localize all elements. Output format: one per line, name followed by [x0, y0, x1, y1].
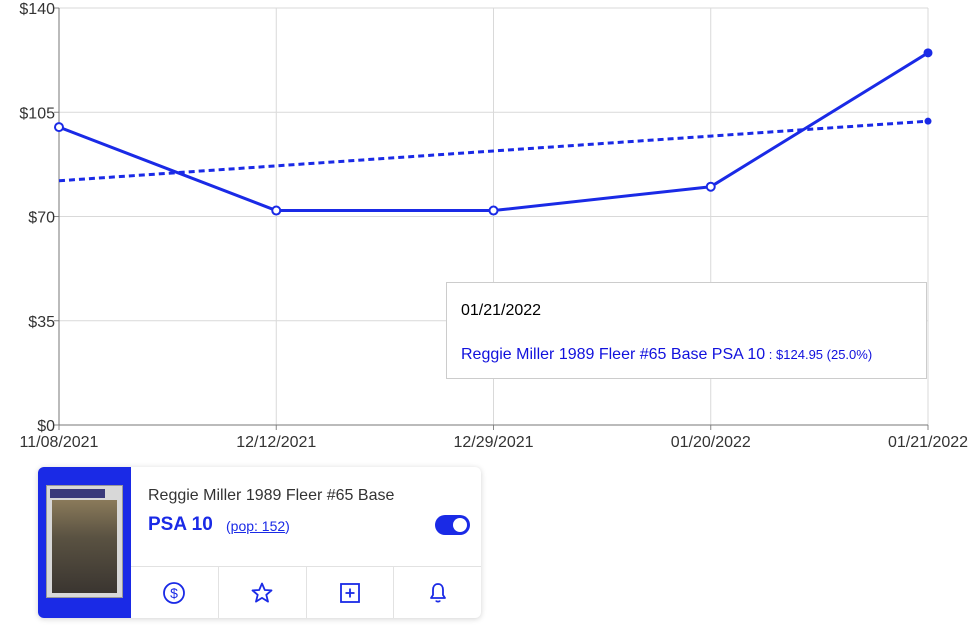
toggle-knob	[453, 518, 467, 532]
x-tick-label: 12/12/2021	[236, 434, 316, 451]
card-image	[46, 485, 123, 598]
x-tick-label: 01/20/2022	[671, 434, 751, 451]
bell-icon	[429, 583, 446, 603]
card-actions: $	[131, 566, 481, 618]
pop-link[interactable]: pop: 152	[230, 518, 286, 534]
tooltip-date: 01/21/2022	[461, 302, 542, 319]
svg-text:$: $	[170, 585, 178, 601]
y-tick-label: $70	[28, 210, 55, 227]
chart-tooltip: 01/21/2022 Reggie Miller 1989 Fleer #65 …	[446, 282, 927, 379]
data-point	[54, 122, 64, 133]
y-tick-label: $35	[28, 314, 55, 331]
tooltip-separator: :	[765, 347, 777, 362]
series-toggle[interactable]	[435, 515, 470, 535]
tooltip-entry: Reggie Miller 1989 Fleer #65 Base PSA 10…	[461, 346, 872, 364]
card-grade: PSA 10	[148, 514, 213, 535]
card-title: Reggie Miller 1989 Fleer #65 Base	[148, 487, 395, 504]
star-icon	[251, 582, 273, 603]
favorite-button[interactable]	[217, 567, 306, 618]
card-item[interactable]: Reggie Miller 1989 Fleer #65 Base PSA 10…	[38, 467, 481, 618]
data-point	[923, 48, 933, 58]
tooltip-series-name: Reggie Miller 1989 Fleer #65 Base PSA 10	[461, 346, 766, 363]
trend-end-point	[924, 117, 932, 125]
population: (pop: 152)	[226, 518, 290, 534]
dollar-icon: $	[163, 582, 186, 604]
add-button[interactable]	[305, 567, 394, 618]
x-tick-label: 01/21/2022	[888, 434, 968, 451]
alert-button[interactable]	[393, 567, 481, 618]
plus-square-icon	[339, 583, 360, 603]
data-point	[705, 181, 716, 192]
y-tick-label: $105	[19, 105, 55, 122]
y-tick-label: $0	[37, 418, 55, 435]
data-point	[271, 205, 282, 216]
price-chart: $0 $35 $70 $105 $140 11/08/2021 12/12/2021 12/2…	[19, 1, 968, 451]
tooltip-value: $124.95 (25.0%)	[776, 347, 873, 362]
y-tick-label: $140	[19, 1, 55, 18]
x-tick-label: 11/08/2021	[20, 434, 99, 451]
data-point	[488, 205, 499, 216]
trend-line	[58, 119, 929, 183]
price-button[interactable]: $	[131, 567, 218, 618]
card-thumbnail[interactable]	[38, 467, 131, 618]
x-tick-label: 12/29/2021	[453, 434, 533, 451]
